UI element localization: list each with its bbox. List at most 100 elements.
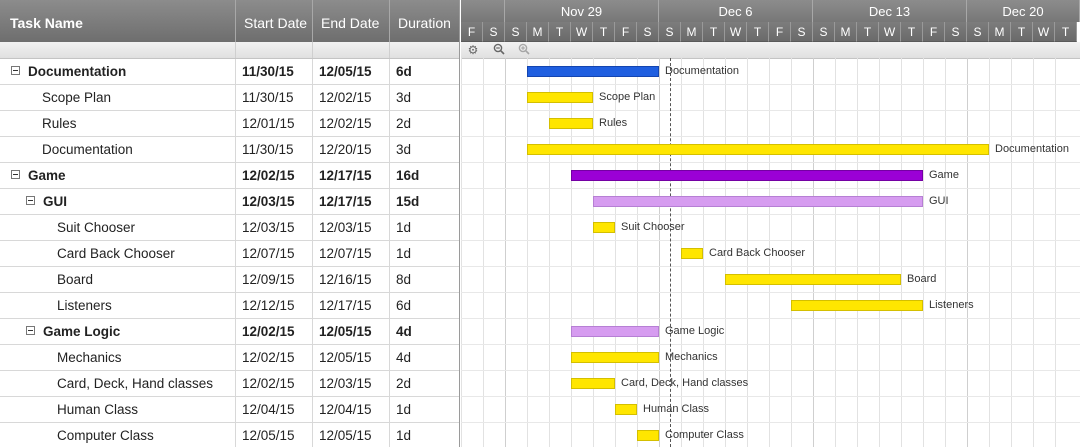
table-row[interactable]: Human Class 12/04/15 12/04/15 1d (0, 397, 459, 423)
task-end-cell[interactable]: 12/05/15 (313, 319, 390, 344)
task-end-cell[interactable]: 12/07/15 (313, 241, 390, 266)
task-duration-cell[interactable]: 3d (390, 85, 459, 110)
task-start-cell[interactable]: 12/09/15 (236, 267, 313, 292)
collapse-toggle-icon[interactable] (26, 326, 35, 335)
task-bar[interactable] (571, 326, 659, 337)
task-bar[interactable] (571, 378, 615, 389)
task-duration-cell[interactable]: 6d (390, 293, 459, 318)
task-end-cell[interactable]: 12/02/15 (313, 85, 390, 110)
task-start-cell[interactable]: 11/30/15 (236, 59, 313, 84)
table-row[interactable]: Game 12/02/15 12/17/15 16d (0, 163, 459, 189)
task-name-cell[interactable]: Documentation (0, 59, 236, 84)
task-name-cell[interactable]: Documentation (0, 137, 236, 162)
task-name-cell[interactable]: Card Back Chooser (0, 241, 236, 266)
settings-icon[interactable]: ⚙ (467, 43, 479, 57)
task-end-cell[interactable]: 12/05/15 (313, 345, 390, 370)
task-bar[interactable] (527, 66, 659, 77)
task-name-cell[interactable]: Game (0, 163, 236, 188)
table-row[interactable]: Mechanics 12/02/15 12/05/15 4d (0, 345, 459, 371)
table-row[interactable]: Listeners 12/12/15 12/17/15 6d (0, 293, 459, 319)
task-bar[interactable] (615, 404, 637, 415)
task-end-cell[interactable]: 12/16/15 (313, 267, 390, 292)
task-start-cell[interactable]: 12/02/15 (236, 319, 313, 344)
task-end-cell[interactable]: 12/03/15 (313, 215, 390, 240)
task-end-cell[interactable]: 12/17/15 (313, 163, 390, 188)
task-start-cell[interactable]: 12/05/15 (236, 423, 313, 447)
task-start-cell[interactable]: 12/03/15 (236, 215, 313, 240)
zoom-out-icon[interactable] (492, 43, 506, 57)
task-duration-cell[interactable]: 1d (390, 397, 459, 422)
task-start-cell[interactable]: 12/03/15 (236, 189, 313, 214)
table-row[interactable]: Documentation 11/30/15 12/20/15 3d (0, 137, 459, 163)
table-row[interactable]: Documentation 11/30/15 12/05/15 6d (0, 59, 459, 85)
task-name-cell[interactable]: Rules (0, 111, 236, 136)
table-row[interactable]: Card, Deck, Hand classes 12/02/15 12/03/15… (0, 371, 459, 397)
task-bar[interactable] (571, 352, 659, 363)
task-end-cell[interactable]: 12/05/15 (313, 59, 390, 84)
task-start-cell[interactable]: 12/02/15 (236, 345, 313, 370)
collapse-toggle-icon[interactable] (26, 196, 35, 205)
task-name-cell[interactable]: Card, Deck, Hand classes (0, 371, 236, 396)
task-end-cell[interactable]: 12/17/15 (313, 189, 390, 214)
task-start-cell[interactable]: 12/01/15 (236, 111, 313, 136)
task-start-cell[interactable]: 12/02/15 (236, 163, 313, 188)
zoom-in-icon[interactable] (517, 43, 531, 57)
table-row[interactable]: Card Back Chooser 12/07/15 12/07/15 1d (0, 241, 459, 267)
task-start-cell[interactable]: 11/30/15 (236, 137, 313, 162)
task-name-cell[interactable]: Listeners (0, 293, 236, 318)
task-bar[interactable] (549, 118, 593, 129)
task-name-cell[interactable]: Game Logic (0, 319, 236, 344)
task-duration-cell[interactable]: 1d (390, 215, 459, 240)
task-end-cell[interactable]: 12/03/15 (313, 371, 390, 396)
task-duration-cell[interactable]: 1d (390, 423, 459, 447)
task-bar[interactable] (593, 196, 923, 207)
task-bar[interactable] (681, 248, 703, 259)
task-duration-cell[interactable]: 2d (390, 111, 459, 136)
task-name-cell[interactable]: Human Class (0, 397, 236, 422)
task-bar[interactable] (725, 274, 901, 285)
column-header-start-date[interactable]: Start Date (236, 0, 313, 42)
task-start-cell[interactable]: 12/07/15 (236, 241, 313, 266)
task-name-cell[interactable]: Board (0, 267, 236, 292)
task-duration-cell[interactable]: 4d (390, 319, 459, 344)
task-bar[interactable] (791, 300, 923, 311)
table-row[interactable]: GUI 12/03/15 12/17/15 15d (0, 189, 459, 215)
task-end-cell[interactable]: 12/04/15 (313, 397, 390, 422)
task-duration-cell[interactable]: 3d (390, 137, 459, 162)
task-duration-cell[interactable]: 4d (390, 345, 459, 370)
task-end-cell[interactable]: 12/20/15 (313, 137, 390, 162)
table-row[interactable]: Scope Plan 11/30/15 12/02/15 3d (0, 85, 459, 111)
task-end-cell[interactable]: 12/05/15 (313, 423, 390, 447)
task-bar[interactable] (527, 144, 989, 155)
task-start-cell[interactable]: 12/02/15 (236, 371, 313, 396)
task-duration-cell[interactable]: 1d (390, 241, 459, 266)
task-start-cell[interactable]: 12/04/15 (236, 397, 313, 422)
table-row[interactable]: Rules 12/01/15 12/02/15 2d (0, 111, 459, 137)
task-bar[interactable] (637, 430, 659, 441)
task-start-cell[interactable]: 11/30/15 (236, 85, 313, 110)
task-duration-cell[interactable]: 6d (390, 59, 459, 84)
collapse-toggle-icon[interactable] (11, 66, 20, 75)
table-row[interactable]: Game Logic 12/02/15 12/05/15 4d (0, 319, 459, 345)
column-header-task-name[interactable]: Task Name (0, 0, 236, 42)
table-row[interactable]: Computer Class 12/05/15 12/05/15 1d (0, 423, 459, 447)
table-row[interactable]: Board 12/09/15 12/16/15 8d (0, 267, 459, 293)
task-duration-cell[interactable]: 16d (390, 163, 459, 188)
table-row[interactable]: Suit Chooser 12/03/15 12/03/15 1d (0, 215, 459, 241)
task-bar[interactable] (527, 92, 593, 103)
task-end-cell[interactable]: 12/17/15 (313, 293, 390, 318)
collapse-toggle-icon[interactable] (11, 170, 20, 179)
task-duration-cell[interactable]: 2d (390, 371, 459, 396)
task-bar[interactable] (593, 222, 615, 233)
column-header-duration[interactable]: Duration (390, 0, 459, 42)
task-name-cell[interactable]: Mechanics (0, 345, 236, 370)
task-duration-cell[interactable]: 15d (390, 189, 459, 214)
task-name-cell[interactable]: Computer Class (0, 423, 236, 447)
column-header-end-date[interactable]: End Date (313, 0, 390, 42)
task-duration-cell[interactable]: 8d (390, 267, 459, 292)
task-name-cell[interactable]: GUI (0, 189, 236, 214)
task-bar[interactable] (571, 170, 923, 181)
task-start-cell[interactable]: 12/12/15 (236, 293, 313, 318)
task-name-cell[interactable]: Suit Chooser (0, 215, 236, 240)
task-end-cell[interactable]: 12/02/15 (313, 111, 390, 136)
